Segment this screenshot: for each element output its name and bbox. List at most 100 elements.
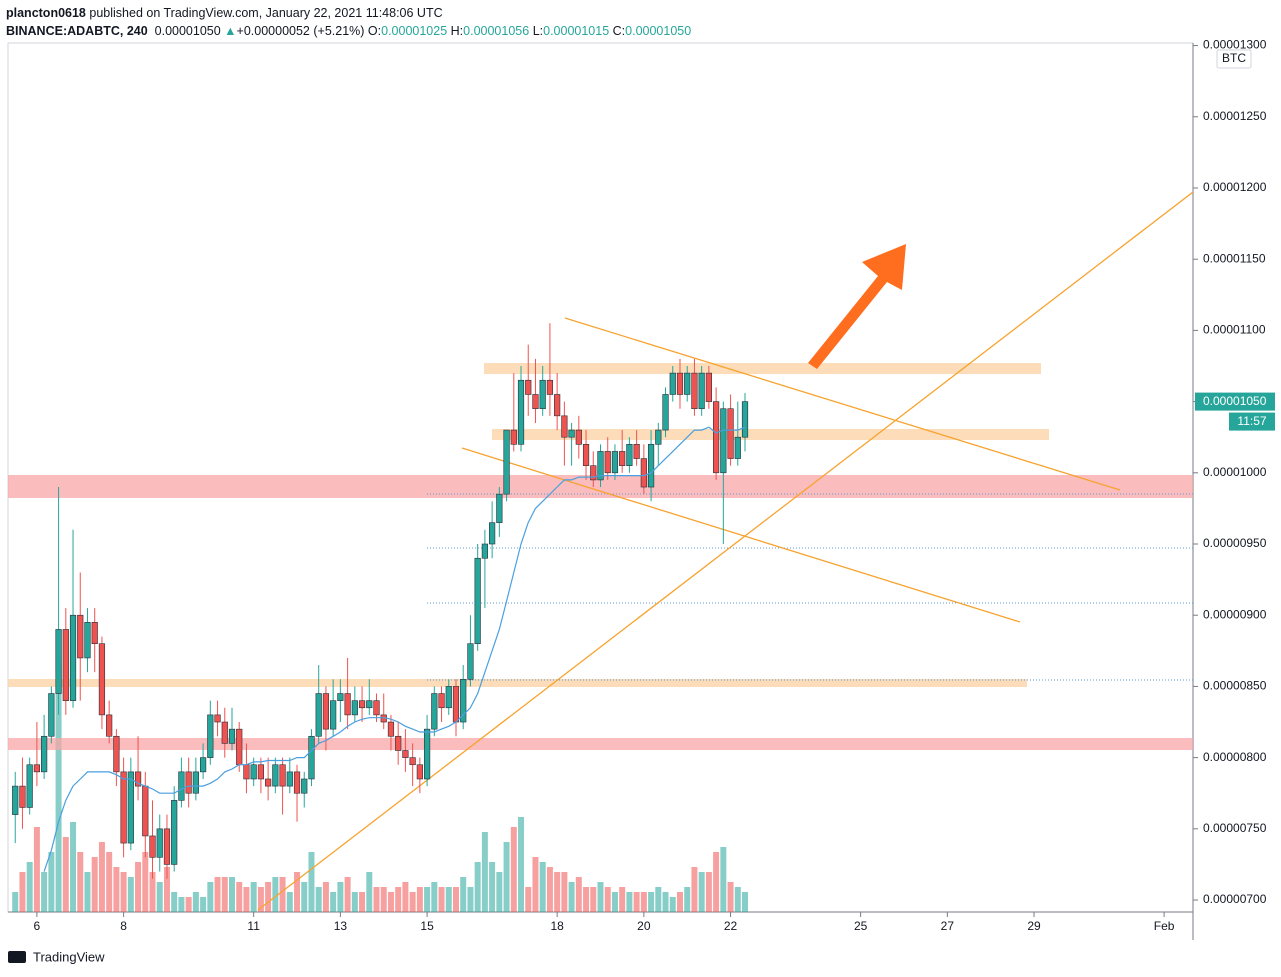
candle-body — [272, 764, 279, 787]
volume-bar — [409, 892, 416, 912]
candle-body — [611, 451, 619, 474]
candle-body — [84, 622, 91, 659]
volume-bar — [395, 887, 402, 912]
currency-box — [1216, 49, 1252, 69]
volume-bar — [91, 857, 98, 912]
candle-body — [221, 721, 228, 744]
candle-body — [619, 451, 626, 466]
volume-bar — [481, 832, 488, 912]
volume-bar — [84, 872, 91, 912]
volume-bar — [106, 852, 113, 912]
candle-body — [185, 771, 192, 794]
volume-bar — [127, 877, 134, 912]
volume-bar — [113, 867, 120, 912]
volume-bar — [713, 852, 720, 912]
candle-body — [308, 735, 315, 780]
y-tick-label: 0.00001150 — [1203, 251, 1266, 265]
candle-body — [474, 557, 481, 644]
candle-body — [590, 465, 597, 481]
volume-bar — [156, 882, 163, 912]
y-tick-label: 0.00000700 — [1203, 892, 1267, 906]
candle-body — [568, 429, 575, 438]
volume-bar — [431, 882, 438, 912]
candle-body — [640, 458, 647, 488]
candle-body — [265, 778, 272, 787]
price-label-box — [1195, 392, 1275, 411]
candle-body — [510, 429, 517, 445]
volume-bar — [265, 882, 272, 912]
candle-body — [337, 693, 344, 701]
candle-body — [293, 771, 301, 794]
candle-body — [120, 771, 127, 844]
volume-bar — [366, 872, 373, 912]
candle-body — [344, 693, 351, 716]
candle-body — [489, 522, 496, 545]
currency: BTC — [1222, 51, 1246, 65]
volume-bar — [452, 887, 459, 912]
price-label: 0.00001050 — [1203, 394, 1267, 408]
candle-body — [395, 735, 402, 751]
volume-bar — [611, 892, 618, 912]
moving-average — [43, 426, 746, 872]
volume-bar — [633, 892, 640, 912]
volume-bar — [322, 882, 329, 912]
candle-body — [438, 693, 445, 709]
candle-body — [532, 394, 539, 410]
candle-body — [517, 379, 525, 445]
candle-body — [236, 728, 243, 766]
volume-bar — [315, 887, 322, 912]
y-tick-label: 0.00000850 — [1203, 679, 1267, 693]
y-tick-label: 0.00000950 — [1203, 536, 1267, 550]
l-label: L: — [532, 24, 544, 38]
volume-bar — [286, 892, 293, 912]
volume-bar — [474, 862, 481, 912]
candle-body — [698, 372, 705, 410]
volume-bar — [135, 862, 142, 912]
h-label: H: — [450, 24, 464, 38]
candle-body — [554, 394, 561, 417]
candle-body — [633, 444, 640, 459]
y-tick-label: 0.00000900 — [1203, 607, 1267, 621]
volume-bar — [619, 887, 626, 912]
x-tick-label: 11 — [247, 919, 260, 933]
volume-bar — [70, 822, 77, 912]
candles — [12, 323, 749, 879]
volume-bar — [41, 872, 48, 912]
candle-body — [416, 764, 423, 780]
volume-bar — [301, 882, 308, 912]
candle-body — [467, 643, 474, 680]
volume-bar — [373, 887, 380, 912]
o-value: 0.00001025 — [381, 24, 448, 38]
candle-body — [214, 714, 221, 723]
volume-bar — [575, 877, 582, 912]
candle-body — [33, 764, 41, 773]
candle-body — [597, 451, 604, 481]
candle-body — [62, 629, 69, 701]
candle-body — [301, 778, 308, 794]
volume-bar — [662, 892, 669, 912]
volume-bar — [546, 867, 553, 912]
volume-bar — [496, 872, 503, 912]
candle-body — [503, 429, 510, 495]
volume-bar — [727, 882, 734, 912]
zone — [8, 679, 1027, 687]
candle-body — [684, 372, 691, 395]
volume-bar — [185, 897, 192, 912]
volume-bar — [98, 842, 105, 912]
volume-bar — [257, 887, 264, 912]
candle-body — [134, 771, 142, 787]
volume-bar — [604, 887, 611, 912]
candle-body — [460, 678, 467, 723]
candle-body — [582, 444, 590, 466]
volume-bar — [669, 897, 676, 912]
candle-body — [113, 735, 120, 773]
volume-bar — [402, 882, 409, 912]
volume-bar — [518, 817, 525, 912]
volume-bar — [676, 892, 683, 912]
volume-bar — [48, 852, 55, 912]
symbol: BINANCE:ADABTC, 240 — [6, 24, 148, 38]
candle-body — [330, 700, 337, 730]
x-tick-label: 25 — [854, 919, 868, 933]
volume-bar — [337, 882, 344, 912]
volume-bar — [359, 892, 366, 912]
